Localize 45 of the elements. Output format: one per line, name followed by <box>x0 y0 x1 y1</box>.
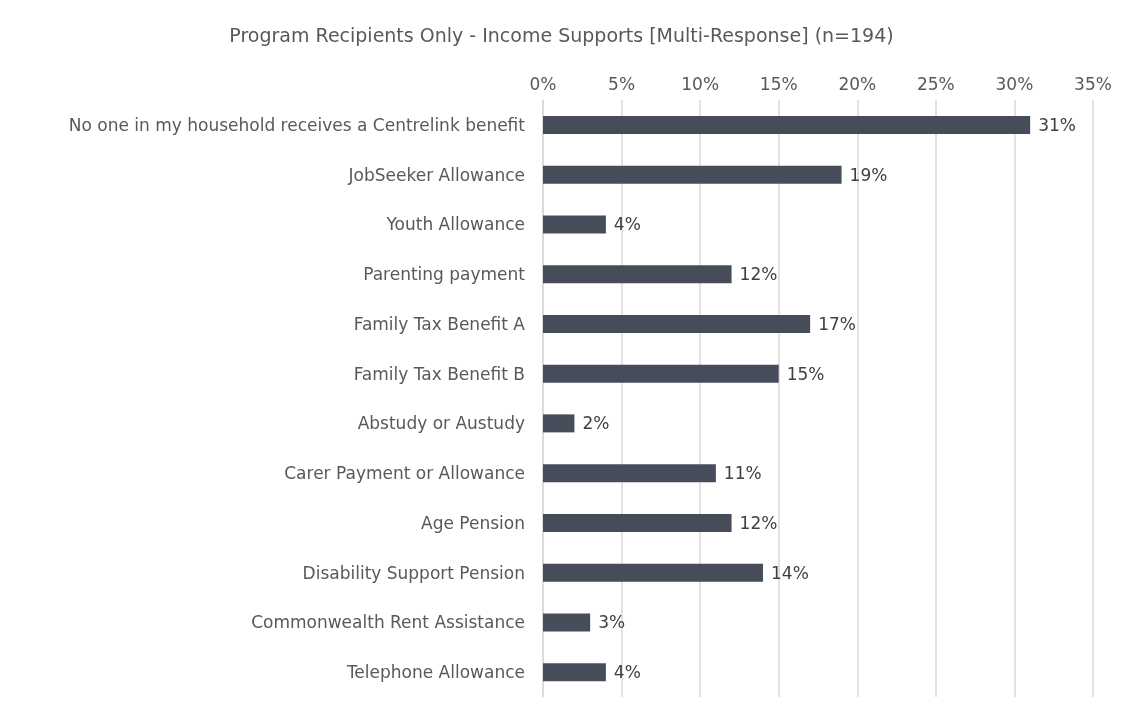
y-tick-label: Commonwealth Rent Assistance <box>251 612 525 633</box>
y-tick-label: Telephone Allowance <box>345 662 525 683</box>
bar <box>543 314 811 333</box>
data-label: 3% <box>598 612 626 633</box>
x-tick-label: 10% <box>681 73 720 94</box>
data-label: 31% <box>1038 114 1076 135</box>
data-label: 17% <box>818 313 856 334</box>
bar <box>543 464 716 483</box>
x-tick-label: 25% <box>916 73 955 94</box>
y-tick-label: Age Pension <box>421 512 525 533</box>
bar <box>543 513 732 532</box>
y-tick-label: Family Tax Benefit A <box>353 313 526 334</box>
y-tick-label: Youth Allowance <box>385 214 525 235</box>
data-label: 4% <box>613 214 641 235</box>
x-tick-label: 20% <box>838 73 877 94</box>
bar <box>543 414 575 433</box>
data-label: 19% <box>849 164 888 185</box>
bar <box>543 364 779 383</box>
data-label: 11% <box>723 463 762 484</box>
y-tick-label: Family Tax Benefit B <box>353 363 525 384</box>
data-label: 14% <box>771 562 809 583</box>
bar <box>543 613 591 632</box>
chart-title: Program Recipients Only - Income Supports [Multi-Response] (n=194) <box>229 23 894 46</box>
y-tick-label: Parenting payment <box>363 264 526 285</box>
y-tick-label: Abstudy or Austudy <box>357 413 525 434</box>
y-tick-label: Disability Support Pension <box>302 562 525 583</box>
bar <box>543 115 1031 134</box>
y-tick-label: Carer Payment or Allowance <box>284 463 525 484</box>
data-label: 12% <box>739 512 778 533</box>
x-tick-label: 15% <box>759 73 798 94</box>
x-tick-label: 0% <box>529 73 557 94</box>
y-tick-label: JobSeeker Allowance <box>347 164 525 185</box>
x-tick-label: 5% <box>608 73 636 94</box>
bar <box>543 663 606 682</box>
bar <box>543 215 606 234</box>
bar <box>543 563 763 582</box>
data-label: 2% <box>582 413 610 434</box>
x-tick-label: 35% <box>1074 73 1112 94</box>
data-label: 4% <box>613 662 641 683</box>
y-tick-label: No one in my household receives a Centrelink benefit <box>68 114 526 135</box>
data-label: 12% <box>739 264 778 285</box>
data-label: 15% <box>786 363 825 384</box>
bar <box>543 165 842 184</box>
bar <box>543 265 732 284</box>
x-tick-label: 30% <box>995 73 1034 94</box>
